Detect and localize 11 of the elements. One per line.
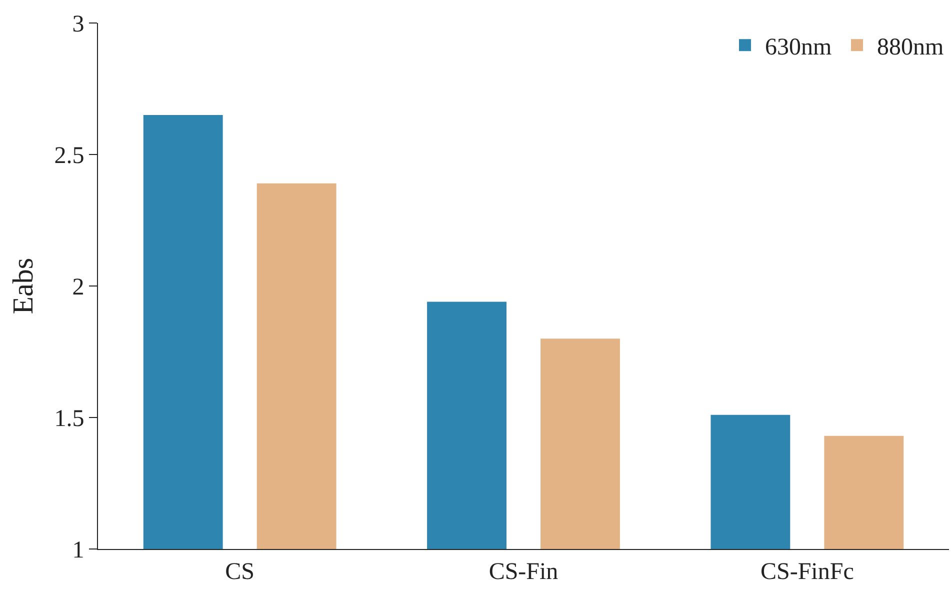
y-axis-title: Eabs xyxy=(8,258,40,314)
x-tick-label: CS-Fin xyxy=(488,558,558,585)
y-tick-label: 1 xyxy=(72,537,84,564)
y-tick-label: 2 xyxy=(72,274,84,300)
y-tick-label: 1.5 xyxy=(54,406,84,432)
x-tick-label: CS-FinFc xyxy=(760,558,854,585)
x-tick-label: CS xyxy=(225,558,255,585)
legend-label: 630nm xyxy=(765,34,832,60)
y-tick-label: 3 xyxy=(72,11,84,38)
y-tick-label: 2.5 xyxy=(54,142,84,169)
legend-label: 880nm xyxy=(877,34,944,60)
